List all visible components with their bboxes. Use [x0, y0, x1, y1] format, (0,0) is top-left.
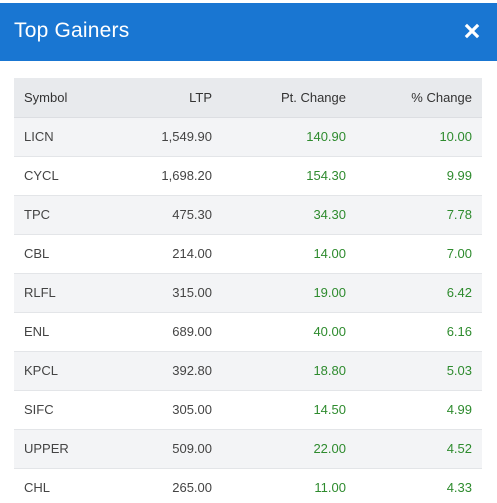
cell-ltp: 305.00 [126, 390, 222, 430]
cell-ltp: 1,698.20 [126, 156, 222, 196]
cell-pt-change: 140.90 [222, 117, 356, 157]
table-row[interactable]: LICN 1,549.90 140.90 10.00 [14, 117, 482, 157]
table-row[interactable]: ENL 689.00 40.00 6.16 [14, 312, 482, 352]
gainers-table-container: Symbol LTP Pt. Change % Change LICN 1,54… [14, 78, 482, 503]
column-header-symbol[interactable]: Symbol [14, 78, 126, 118]
table-header: Symbol LTP Pt. Change % Change [14, 78, 482, 118]
table-body: LICN 1,549.90 140.90 10.00 CYCL 1,698.20… [14, 117, 482, 503]
gainers-table: Symbol LTP Pt. Change % Change LICN 1,54… [14, 78, 482, 503]
cell-ltp: 475.30 [126, 195, 222, 235]
cell-pct-change: 6.42 [356, 273, 482, 313]
table-row[interactable]: TPC 475.30 34.30 7.78 [14, 195, 482, 235]
cell-symbol: CYCL [14, 156, 126, 196]
cell-pct-change: 10.00 [356, 117, 482, 157]
header-row: Symbol LTP Pt. Change % Change [14, 78, 482, 118]
cell-symbol: ENL [14, 312, 126, 352]
modal-title: Top Gainers [14, 19, 130, 42]
table-row[interactable]: SIFC 305.00 14.50 4.99 [14, 390, 482, 430]
close-button[interactable] [461, 20, 483, 42]
cell-pt-change: 14.50 [222, 390, 356, 430]
cell-ltp: 315.00 [126, 273, 222, 313]
cell-symbol: CHL [14, 468, 126, 503]
cell-pt-change: 22.00 [222, 429, 356, 469]
table-row[interactable]: CYCL 1,698.20 154.30 9.99 [14, 156, 482, 196]
cell-pct-change: 4.99 [356, 390, 482, 430]
cell-symbol: KPCL [14, 351, 126, 391]
cell-ltp: 509.00 [126, 429, 222, 469]
table-row[interactable]: CHL 265.00 11.00 4.33 [14, 468, 482, 503]
cell-symbol: LICN [14, 117, 126, 157]
cell-pt-change: 14.00 [222, 234, 356, 274]
column-header-ltp[interactable]: LTP [126, 78, 222, 118]
table-row[interactable]: KPCL 392.80 18.80 5.03 [14, 351, 482, 391]
cell-symbol: SIFC [14, 390, 126, 430]
cell-symbol: CBL [14, 234, 126, 274]
close-icon [464, 23, 480, 39]
cell-pt-change: 18.80 [222, 351, 356, 391]
cell-pct-change: 7.00 [356, 234, 482, 274]
cell-pct-change: 4.52 [356, 429, 482, 469]
cell-pct-change: 6.16 [356, 312, 482, 352]
cell-pt-change: 154.30 [222, 156, 356, 196]
table-row[interactable]: UPPER 509.00 22.00 4.52 [14, 429, 482, 469]
cell-pct-change: 5.03 [356, 351, 482, 391]
cell-pct-change: 4.33 [356, 468, 482, 503]
cell-ltp: 392.80 [126, 351, 222, 391]
column-header-pt-change[interactable]: Pt. Change [222, 78, 356, 118]
cell-ltp: 689.00 [126, 312, 222, 352]
cell-ltp: 265.00 [126, 468, 222, 503]
top-strip [0, 0, 497, 3]
cell-pct-change: 9.99 [356, 156, 482, 196]
cell-symbol: TPC [14, 195, 126, 235]
cell-ltp: 1,549.90 [126, 117, 222, 157]
cell-pt-change: 19.00 [222, 273, 356, 313]
cell-symbol: RLFL [14, 273, 126, 313]
cell-symbol: UPPER [14, 429, 126, 469]
modal-header: Top Gainers [0, 3, 497, 61]
cell-pt-change: 40.00 [222, 312, 356, 352]
cell-pt-change: 34.30 [222, 195, 356, 235]
cell-pt-change: 11.00 [222, 468, 356, 503]
column-header-pct-change[interactable]: % Change [356, 78, 482, 118]
table-row[interactable]: RLFL 315.00 19.00 6.42 [14, 273, 482, 313]
cell-pct-change: 7.78 [356, 195, 482, 235]
table-row[interactable]: CBL 214.00 14.00 7.00 [14, 234, 482, 274]
cell-ltp: 214.00 [126, 234, 222, 274]
